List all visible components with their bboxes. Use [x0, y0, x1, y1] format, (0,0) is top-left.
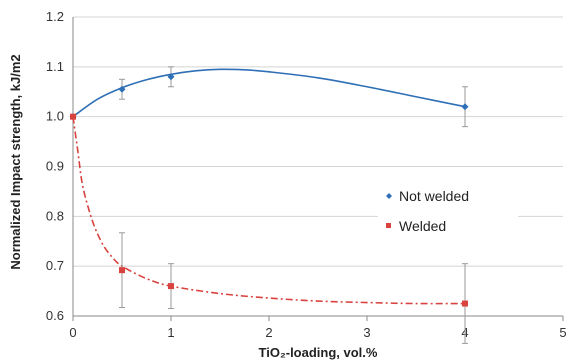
series-not-welded [69, 66, 469, 128]
legend-marker-not-welded [386, 193, 392, 199]
data-point-welded-0 [70, 113, 76, 120]
trend-line-not-welded [72, 68, 466, 118]
y-tick-label-4: 1.0 [46, 109, 64, 124]
data-point-welded-2 [168, 283, 174, 290]
x-axis-title: TiO₂-loading, vol.% [259, 345, 378, 360]
legend-label-not-welded: Not welded [399, 188, 469, 204]
legend: Not welded Welded [378, 176, 518, 242]
tick-labels: 0.60.70.80.91.01.11.2012345 [46, 9, 566, 340]
x-tick-label-3: 3 [363, 325, 370, 340]
data-point-not-welded-2 [167, 73, 175, 81]
data-point-not-welded-3 [461, 103, 469, 111]
y-tick-label-5: 1.1 [46, 59, 64, 74]
y-axis-title: Normalized Impact strength, kJ/m2 [8, 54, 23, 269]
legend-item-not-welded: Not welded [386, 188, 469, 204]
y-tick-label-6: 1.2 [46, 9, 64, 24]
x-tick-label-2: 2 [265, 325, 272, 340]
gridlines [73, 16, 563, 267]
axes [72, 17, 564, 321]
legend-background [378, 176, 518, 242]
x-tick-label-1: 1 [167, 325, 174, 340]
series-welded [70, 113, 468, 344]
y-tick-label-0: 0.6 [46, 308, 64, 323]
legend-label-welded: Welded [399, 218, 446, 234]
legend-marker-welded [386, 223, 391, 228]
y-tick-label-3: 0.9 [46, 159, 64, 174]
trend-line-welded [72, 116, 466, 305]
legend-item-welded: Welded [386, 218, 446, 234]
y-tick-label-2: 0.8 [46, 208, 64, 223]
x-tick-label-0: 0 [69, 325, 76, 340]
data-point-not-welded-1 [118, 85, 126, 93]
data-point-welded-3 [462, 300, 468, 307]
y-tick-label-1: 0.7 [46, 258, 64, 273]
data-point-welded-1 [119, 267, 125, 274]
x-tick-label-5: 5 [559, 325, 566, 340]
plot-area [69, 66, 469, 344]
